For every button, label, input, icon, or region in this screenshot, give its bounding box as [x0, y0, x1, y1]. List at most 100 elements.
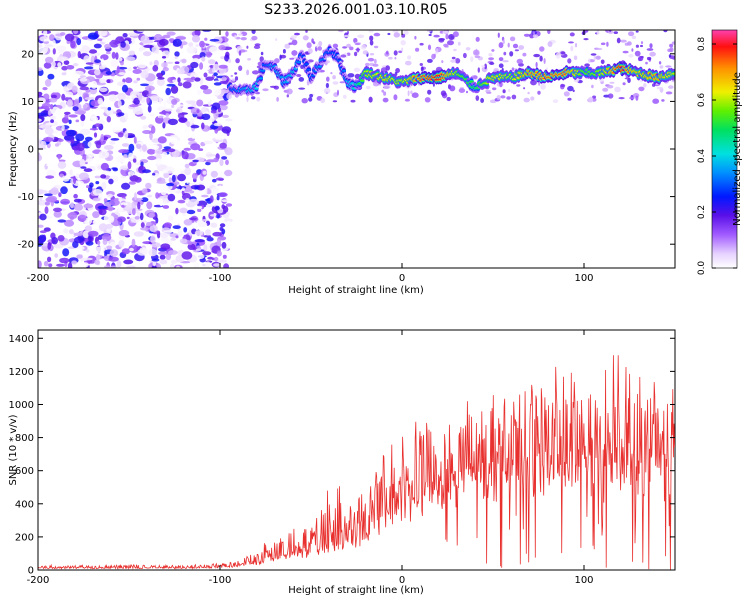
noise-cell [671, 80, 675, 83]
noise-cell [103, 198, 108, 203]
noise-cell [407, 55, 412, 60]
noise-cell [219, 158, 224, 167]
ridge-cell [317, 65, 322, 68]
noise-cell [152, 260, 157, 267]
noise-cell [251, 96, 256, 100]
noise-cell [230, 74, 234, 78]
noise-cell [106, 108, 115, 117]
noise-cell [337, 89, 339, 96]
noise-cell [83, 55, 90, 63]
noise-cell [57, 62, 62, 68]
noise-cell [108, 91, 119, 96]
noise-cell [198, 148, 204, 152]
noise-cell [100, 162, 109, 171]
noise-cell [288, 42, 293, 45]
noise-cell [51, 237, 58, 245]
noise-cell [73, 70, 84, 76]
noise-cell [458, 88, 466, 93]
noise-cell [195, 44, 199, 47]
noise-cell [211, 199, 221, 207]
noise-cell [208, 46, 219, 54]
noise-cell [39, 230, 47, 234]
noise-cell [41, 102, 51, 109]
noise-cell [109, 141, 116, 145]
noise-cell [71, 260, 78, 265]
noise-cell [128, 181, 136, 185]
noise-cell [216, 195, 220, 201]
noise-cell [386, 50, 389, 55]
noise-cell [164, 166, 175, 174]
noise-cell [269, 85, 277, 88]
noise-cell [581, 32, 584, 35]
y-tick-label: 200 [15, 532, 34, 543]
noise-cell [43, 62, 52, 69]
noise-cell [93, 132, 98, 138]
noise-cell [186, 46, 198, 54]
noise-cell [238, 33, 243, 36]
colorbar-tick-label: 0.6 [697, 93, 707, 108]
noise-cell [118, 149, 129, 154]
noise-cell [196, 219, 205, 224]
noise-cell [219, 80, 230, 85]
noise-cell [652, 83, 656, 87]
noise-cell [414, 35, 417, 40]
noise-cell [219, 227, 224, 231]
noise-cell [162, 205, 170, 209]
noise-cell [309, 93, 313, 98]
noise-cell [312, 41, 316, 45]
noise-cell [44, 193, 53, 197]
noise-cell [95, 141, 102, 149]
noise-cell [57, 153, 61, 160]
noise-cell [340, 54, 347, 58]
ridge-cell [258, 77, 263, 80]
noise-cell [67, 262, 73, 268]
noise-cell [141, 144, 147, 152]
noise-cell [84, 136, 93, 141]
noise-cell [602, 87, 609, 92]
snr-series-line [38, 355, 675, 570]
noise-cell [318, 41, 323, 47]
noise-cell [65, 65, 75, 70]
noise-cell [73, 232, 84, 237]
noise-cell [256, 97, 261, 102]
noise-cell [47, 242, 52, 250]
noise-cell [362, 50, 369, 55]
noise-cell [97, 240, 101, 245]
noise-cell [480, 98, 484, 103]
noise-cell [105, 51, 111, 55]
noise-cell [217, 259, 227, 263]
noise-cell [502, 60, 509, 63]
noise-cell [145, 182, 152, 189]
noise-cell [427, 89, 432, 95]
noise-cell [133, 158, 137, 163]
noise-cell [159, 47, 170, 51]
noise-cell [117, 216, 126, 223]
noise-cell [234, 76, 239, 81]
noise-cell [109, 241, 116, 248]
noise-cell [170, 237, 177, 241]
noise-cell [137, 64, 147, 69]
noise-cell [108, 178, 114, 185]
noise-cell [184, 167, 192, 176]
noise-cell [131, 238, 136, 247]
noise-cell [216, 131, 221, 138]
noise-cell [52, 48, 56, 55]
noise-cell [209, 38, 220, 42]
noise-cell [47, 256, 52, 263]
noise-cell [346, 43, 351, 48]
noise-cell [175, 235, 179, 239]
noise-cell [100, 106, 108, 110]
noise-cell [427, 58, 433, 63]
noise-cell [183, 227, 188, 233]
noise-cell [38, 188, 44, 195]
snr-x-ticks: -200 -100 0 100 [27, 330, 594, 586]
noise-cell [137, 201, 141, 210]
noise-cell [159, 259, 168, 265]
noise-cell [247, 58, 252, 61]
noise-cell [523, 33, 530, 37]
noise-cell [140, 227, 150, 231]
noise-cell [170, 85, 179, 94]
noise-cell [56, 263, 65, 267]
noise-cell [177, 82, 183, 87]
